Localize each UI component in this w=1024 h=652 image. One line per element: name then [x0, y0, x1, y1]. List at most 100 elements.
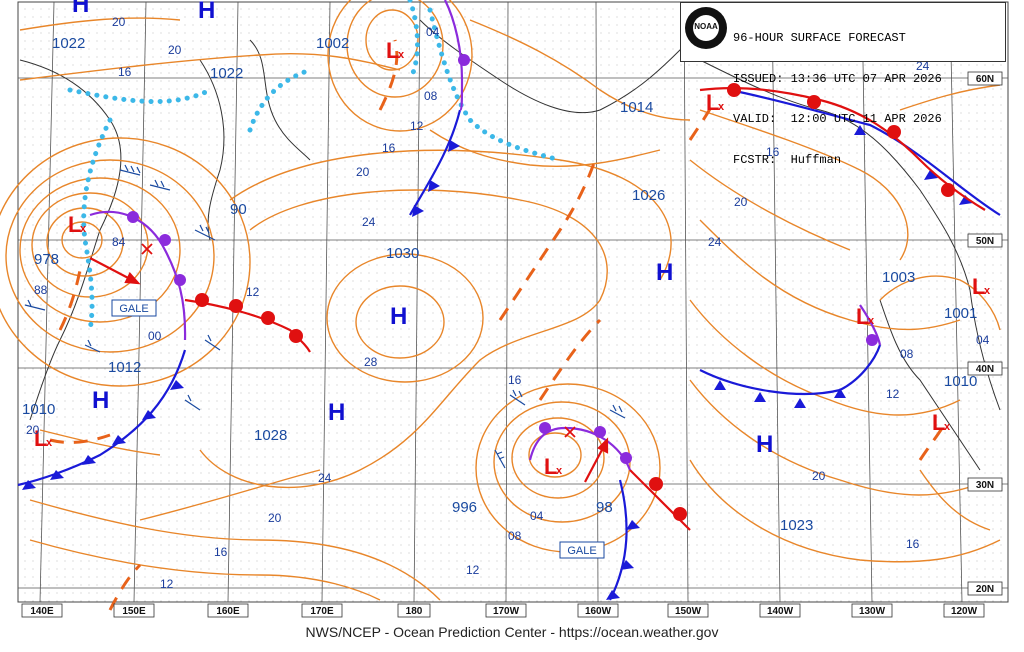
- pressure-label: 1022: [52, 35, 85, 52]
- latitude-label: 50N: [976, 236, 994, 247]
- longitude-label: 160E: [216, 606, 240, 617]
- gale-labels: GALE GALE: [111, 299, 605, 559]
- wind-barbs: [24, 164, 626, 469]
- pressure-label: 98: [596, 499, 613, 516]
- isobar-label: 04: [530, 509, 544, 523]
- isobar-label: 20: [26, 423, 40, 437]
- svg-text:x: x: [556, 465, 563, 477]
- isobar-label: 84: [112, 235, 126, 249]
- isobar-label: 08: [900, 347, 914, 361]
- latitude-grid: [18, 77, 1008, 589]
- svg-text:x: x: [868, 315, 875, 327]
- pressure-label: 1010: [22, 401, 55, 418]
- isobar-label: 24: [916, 59, 930, 73]
- source-credit: NWS/NCEP - Ocean Prediction Center - htt…: [305, 624, 719, 640]
- isobar-label: 00: [148, 329, 162, 343]
- cold-front-triangles: [22, 125, 973, 600]
- latitude-label: 30N: [976, 480, 994, 491]
- isobar-label: 20: [168, 43, 182, 57]
- isobar-label: 16: [766, 145, 780, 159]
- svg-text:x: x: [46, 437, 53, 449]
- svg-text:L: L: [972, 274, 985, 299]
- isobar-label: 12: [410, 119, 424, 133]
- coastlines: [19, 19, 1001, 471]
- pressure-label: 1010: [944, 373, 977, 390]
- warm-front-semicircles: [195, 83, 955, 521]
- isobar-label: 16: [214, 545, 228, 559]
- pressure-label: 1012: [108, 359, 141, 376]
- svg-text:L: L: [932, 410, 945, 435]
- isobar-label: 20: [268, 511, 282, 525]
- svg-text:L: L: [68, 212, 81, 237]
- isobar-label: 20: [812, 469, 826, 483]
- isobar-labels: 20 20 04 16 08 12 16 20 24 84 88 12 00 2…: [26, 15, 990, 591]
- svg-text:x: x: [944, 421, 951, 433]
- svg-text:x: x: [398, 49, 405, 61]
- forecast-info-box: NOAA 96-HOUR SURFACE FORECAST ISSUED: 13…: [680, 2, 1006, 166]
- valid-time: VALID: 12:00 UTC 11 APR 2026: [733, 112, 942, 126]
- latitude-label: 60N: [976, 74, 994, 85]
- isobar-label: 16: [906, 537, 920, 551]
- low-symbols: Lx Lx Lx Lx Lx Lx Lx Lx: [34, 38, 991, 479]
- isobar-label: 08: [508, 529, 522, 543]
- svg-text:x: x: [984, 285, 991, 297]
- svg-text:H: H: [756, 431, 773, 458]
- svg-text:L: L: [544, 454, 557, 479]
- high-symbols: H H H H H H H: [72, 0, 773, 458]
- pressure-label: 1023: [780, 517, 813, 534]
- isobar-label: 20: [734, 195, 748, 209]
- longitude-label: 170W: [493, 606, 520, 617]
- isobar-label: 20: [356, 165, 370, 179]
- pressure-label: 1014: [620, 99, 653, 116]
- longitude-label: 160W: [585, 606, 612, 617]
- gale-label: GALE: [119, 303, 148, 315]
- pressure-label: 1030: [386, 245, 419, 262]
- longitude-grid: [39, 1, 963, 603]
- longitude-label: 130W: [859, 606, 886, 617]
- pressure-label: 1022: [210, 65, 243, 82]
- longitude-label: 140W: [767, 606, 794, 617]
- noaa-logo-text: NOAA: [694, 22, 718, 31]
- svg-text:x: x: [80, 223, 87, 235]
- issued-time: ISSUED: 13:36 UTC 07 APR 2026: [733, 71, 942, 86]
- storm-track-arrows: [89, 257, 609, 483]
- isobar-label: 20: [112, 15, 126, 29]
- pressure-label: 978: [34, 251, 59, 268]
- isobar-label: 16: [382, 141, 396, 155]
- occluded-front-symbols: [127, 54, 878, 464]
- isobar-label: 24: [318, 471, 332, 485]
- isobar-label: 12: [160, 577, 174, 591]
- isobar-label: 12: [246, 285, 260, 299]
- svg-text:L: L: [856, 304, 869, 329]
- svg-text:x: x: [718, 101, 725, 113]
- svg-text:L: L: [386, 38, 399, 63]
- svg-text:L: L: [706, 90, 719, 115]
- svg-text:L: L: [34, 426, 47, 451]
- pressure-label: 1001: [944, 305, 977, 322]
- isobar-label: 04: [976, 333, 990, 347]
- svg-text:H: H: [198, 0, 215, 24]
- pressure-label: 90: [230, 201, 247, 218]
- isobar-label: 24: [362, 215, 376, 229]
- pressure-label: 996: [452, 499, 477, 516]
- ice-edge: [67, 0, 563, 333]
- longitude-label: 150E: [122, 606, 146, 617]
- isobar-label: 16: [118, 65, 132, 79]
- isobar-label: 88: [34, 283, 48, 297]
- svg-text:H: H: [390, 303, 407, 330]
- svg-text:H: H: [92, 387, 109, 414]
- latitude-labels: 60N 50N 40N 30N 20N: [967, 71, 1003, 596]
- svg-text:H: H: [72, 0, 89, 18]
- troughs: [49, 39, 946, 611]
- cold-fronts: [17, 88, 1001, 601]
- isobar-label: 12: [886, 387, 900, 401]
- isobars: [0, 0, 1001, 601]
- pressure-label: 1028: [254, 427, 287, 444]
- pressure-label: 1003: [882, 269, 915, 286]
- gale-label: GALE: [567, 545, 596, 557]
- noaa-logo: NOAA: [685, 7, 727, 49]
- isobar-label: 12: [466, 563, 480, 577]
- storm-center-marks: [141, 243, 576, 438]
- pressure-label: 1002: [316, 35, 349, 52]
